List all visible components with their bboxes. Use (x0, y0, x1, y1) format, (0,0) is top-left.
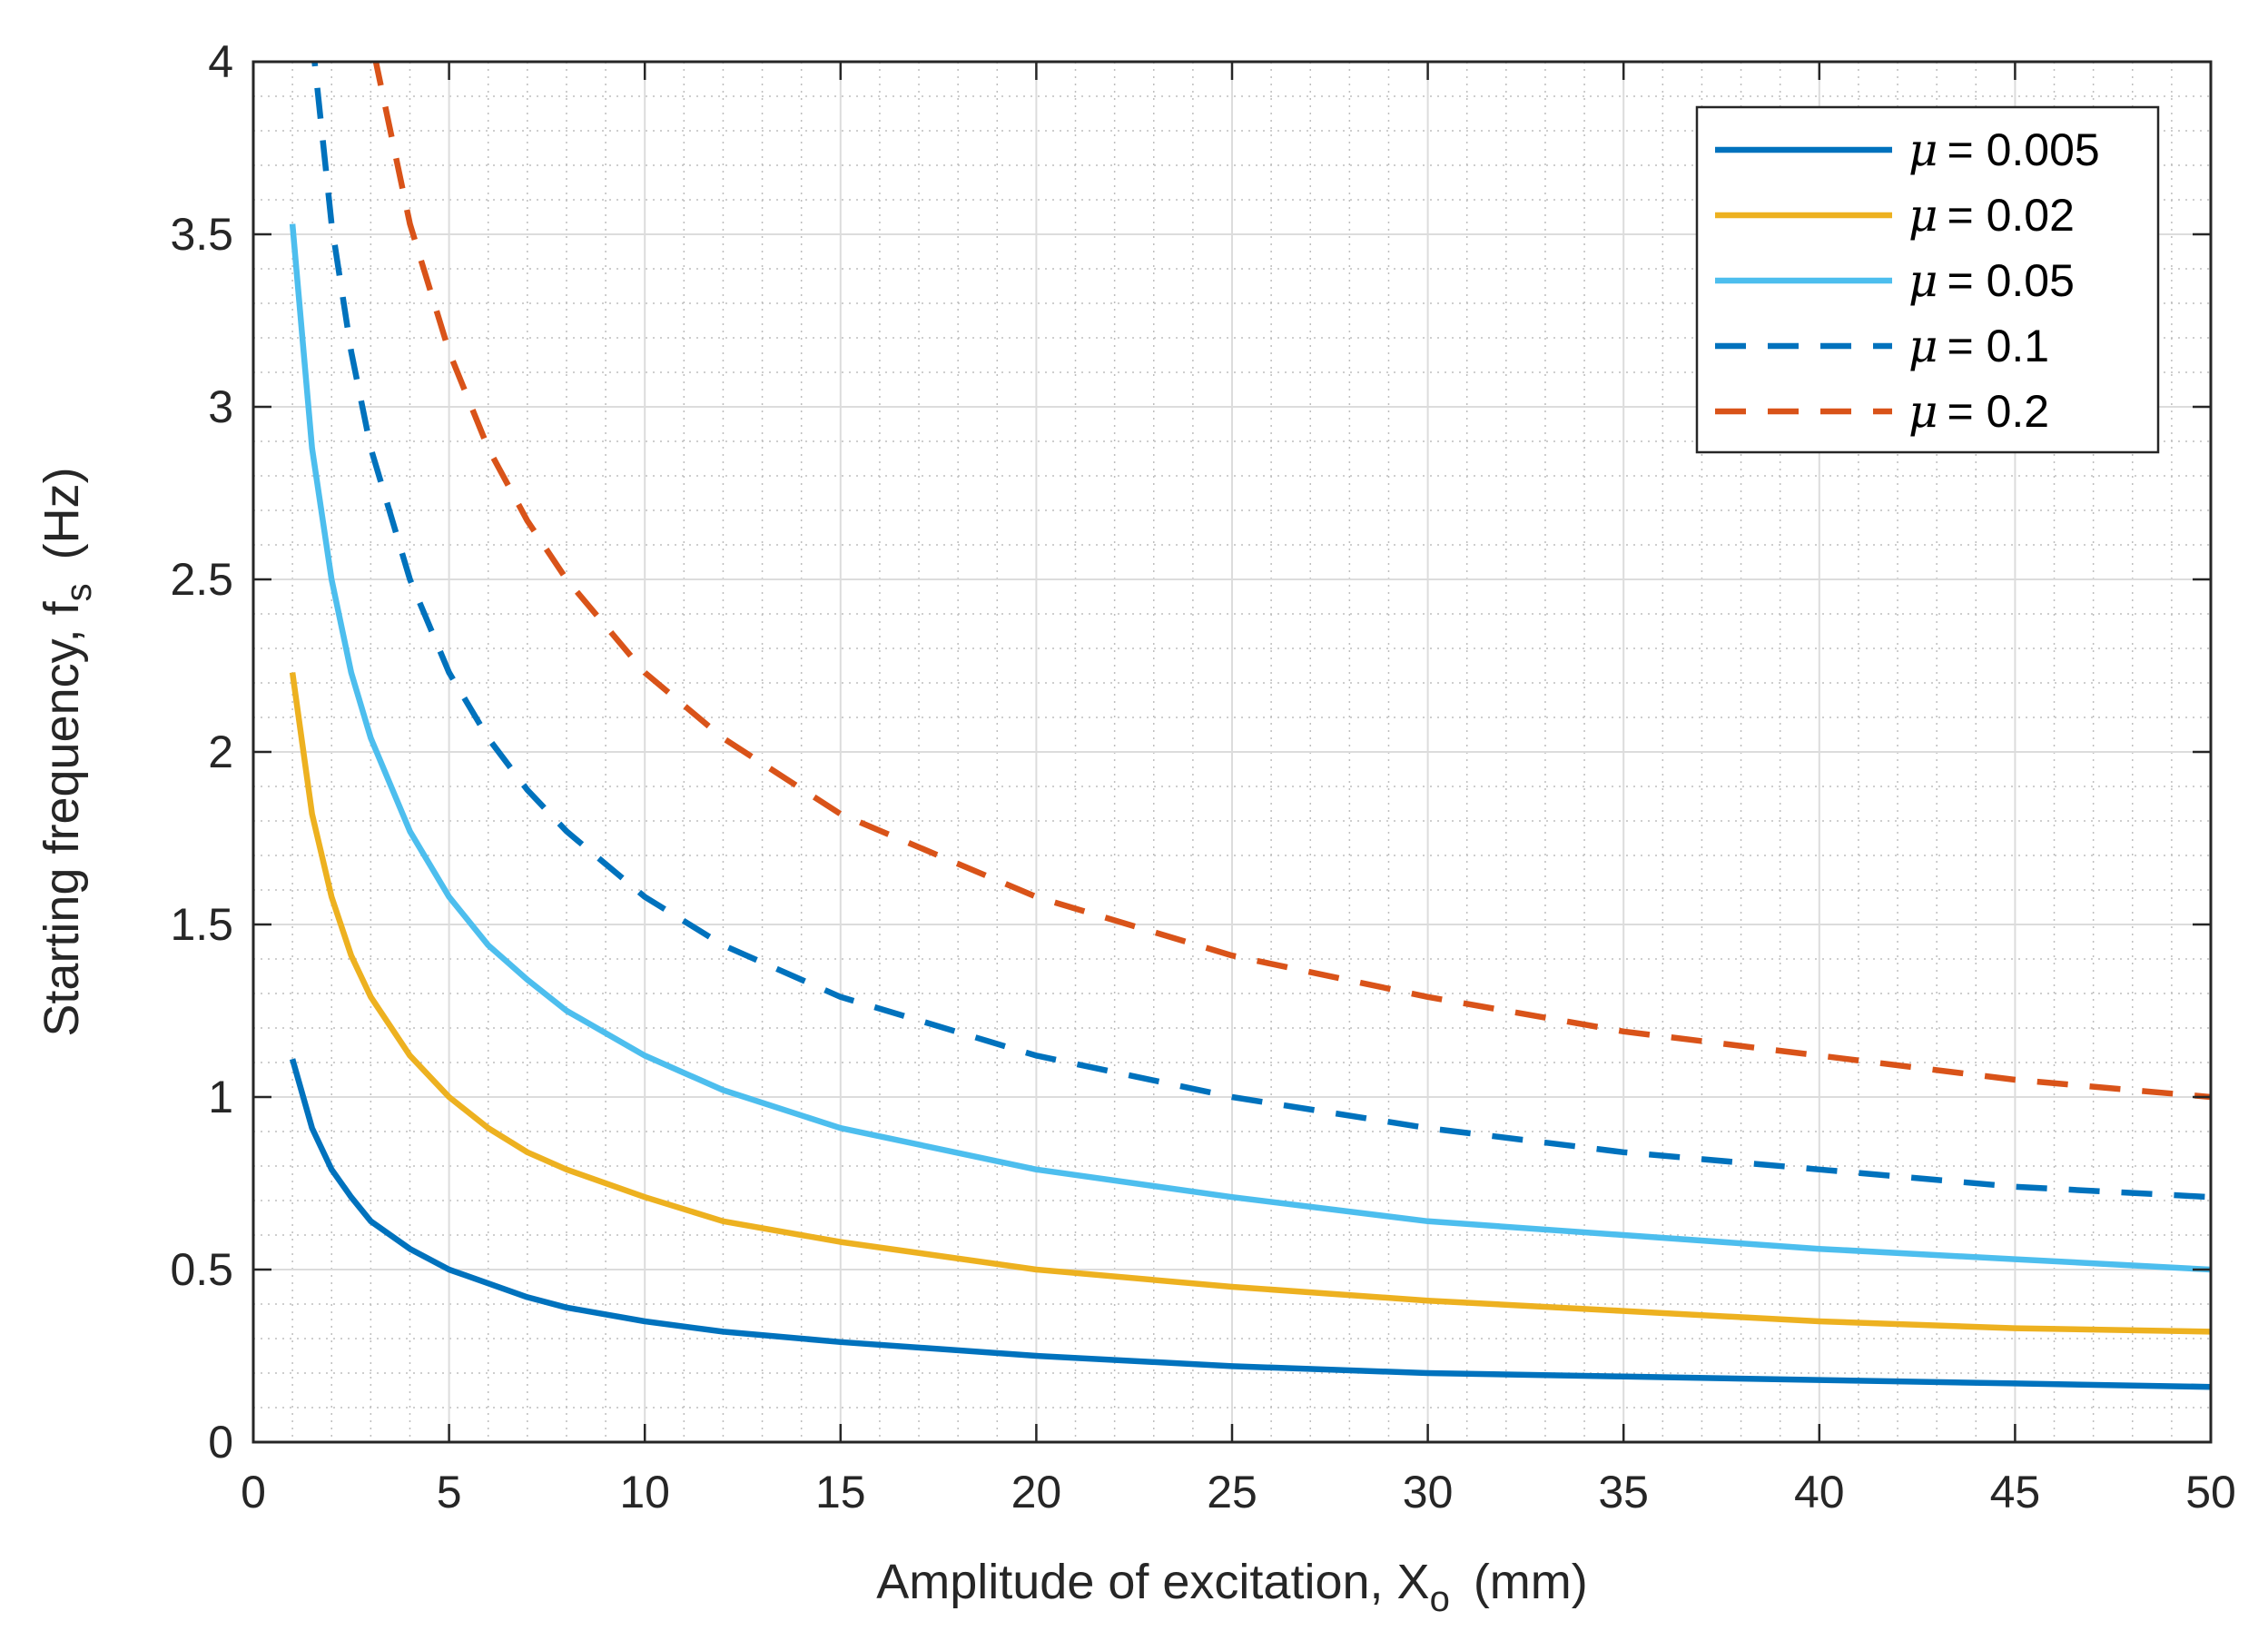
y-tick-label: 0 (208, 1417, 233, 1468)
legend-label-2: μ = 0.02 (1908, 189, 2075, 242)
y-tick-labels: 0 0.5 1 1.5 2 2.5 3 3.5 4 (170, 36, 233, 1468)
legend-label-4: μ = 0.1 (1908, 320, 2049, 372)
x-tick-label: 50 (2185, 1467, 2236, 1517)
x-tick-label: 10 (619, 1467, 670, 1517)
x-tick-label: 40 (1794, 1467, 1845, 1517)
y-tick-label: 3.5 (170, 209, 233, 260)
series-line-4 (311, 62, 2211, 1201)
y-tick-label: 3 (208, 381, 233, 432)
x-tick-label: 5 (437, 1467, 462, 1517)
series-layer (289, 62, 2211, 1390)
x-tick-label: 0 (241, 1467, 266, 1517)
series-line-1 (289, 1058, 2211, 1390)
x-tick-label: 25 (1207, 1467, 1257, 1517)
y-tick-label: 1.5 (170, 899, 233, 950)
x-tick-label: 20 (1011, 1467, 1062, 1517)
x-tick-label: 15 (815, 1467, 866, 1517)
x-tick-labels: 0 5 10 15 20 25 30 35 40 45 50 (241, 1467, 2236, 1517)
x-tick-label: 30 (1403, 1467, 1454, 1517)
y-tick-label: 0.5 (170, 1244, 233, 1295)
legend: μ = 0.005 μ = 0.02 μ = 0.05 μ = 0.1 μ = 0.2 (1695, 105, 2160, 454)
series-line-2 (289, 672, 2211, 1335)
y-tick-label: 4 (208, 36, 233, 87)
x-tick-label: 45 (1990, 1467, 2041, 1517)
series-line-5 (372, 62, 2211, 1101)
y-tick-label: 2 (208, 727, 233, 777)
x-axis-label: Amplitude of excitation, Xo (mm) (876, 1555, 1588, 1619)
y-tick-label: 2.5 (170, 554, 233, 605)
y-axis-label: Starting frequency, fs(Hz) (35, 467, 99, 1036)
series-line-3 (289, 223, 2211, 1273)
legend-label-5: μ = 0.2 (1908, 385, 2049, 438)
legend-label-1: μ = 0.005 (1908, 124, 2100, 176)
x-tick-label: 35 (1598, 1467, 1649, 1517)
y-tick-label: 1 (208, 1072, 233, 1122)
legend-label-3: μ = 0.05 (1908, 254, 2075, 307)
axis-ticks (251, 60, 2213, 1444)
